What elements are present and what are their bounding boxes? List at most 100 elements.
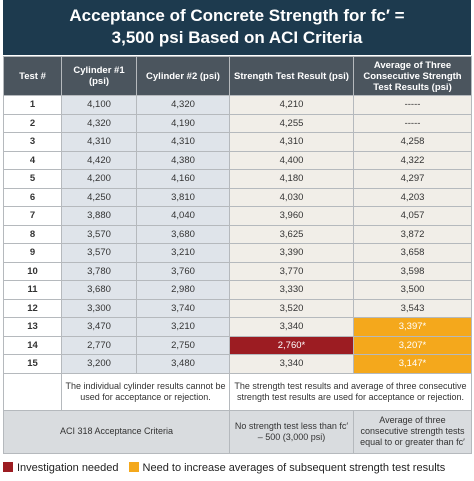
table-cell: 4,100 [61, 95, 137, 115]
table-cell: 3,470 [61, 317, 137, 337]
test-number: 1 [3, 95, 62, 115]
table-cell: 3,520 [229, 298, 354, 318]
table-cell: 3,680 [136, 224, 230, 244]
criteria-row: ACI 318 Acceptance Criteria No strength … [3, 409, 472, 454]
test-number: 10 [3, 261, 62, 281]
highlighted-cell: 3,147* [353, 354, 472, 374]
table-row: 3 4,310 4,310 4,310 4,258 [3, 132, 472, 152]
table-cell: 3,625 [229, 224, 354, 244]
table-cell: 3,500 [353, 280, 472, 300]
table-cell: 3,570 [61, 224, 137, 244]
table-cell: 4,320 [61, 113, 137, 133]
test-number: 13 [3, 317, 62, 337]
table-cell: 4,420 [61, 150, 137, 170]
test-number: 12 [3, 298, 62, 318]
table-cell: 3,390 [229, 243, 354, 263]
table-cell: 4,057 [353, 206, 472, 226]
table-cell: 3,598 [353, 261, 472, 281]
table-row: 11 3,680 2,980 3,330 3,500 [3, 280, 472, 300]
table-cell: 4,310 [229, 132, 354, 152]
header-cell: Average of Three Consecutive Strength Te… [353, 56, 472, 96]
table-cell: 4,297 [353, 169, 472, 189]
table-cell: 3,480 [136, 354, 230, 374]
table-cell: 4,380 [136, 150, 230, 170]
test-number: 2 [3, 113, 62, 133]
table-cell: 4,400 [229, 150, 354, 170]
criteria-label: ACI 318 Acceptance Criteria [3, 409, 230, 454]
header-cell: Cylinder #2 (psi) [136, 56, 230, 96]
table-cell: 3,960 [229, 206, 354, 226]
empty-cell [3, 372, 62, 411]
table-cell: 3,200 [61, 354, 137, 374]
table-row: 6 4,250 3,810 4,030 4,203 [3, 187, 472, 207]
table-cell: 4,322 [353, 150, 472, 170]
test-number: 14 [3, 335, 62, 355]
table-row: 1 4,100 4,320 4,210 ----- [3, 95, 472, 115]
table-row: 10 3,780 3,760 3,770 3,598 [3, 261, 472, 281]
header-cell: Test # [3, 56, 62, 96]
table-row: 14 2,770 2,750 2,760* 3,207* [3, 335, 472, 355]
table-cell: 4,030 [229, 187, 354, 207]
table-cell: 4,190 [136, 113, 230, 133]
table-row: 2 4,320 4,190 4,255 ----- [3, 113, 472, 133]
table-row: 5 4,200 4,160 4,180 4,297 [3, 169, 472, 189]
legend: Investigation needed Need to increase ave… [3, 462, 473, 474]
title-line: Acceptance of Concrete Strength for fc′ … [69, 6, 405, 25]
table-cell: 4,320 [136, 95, 230, 115]
table: Test # Cylinder #1 (psi) Cylinder #2 (ps… [3, 56, 472, 454]
test-number: 15 [3, 354, 62, 374]
table-cell: 3,570 [61, 243, 137, 263]
test-number: 11 [3, 280, 62, 300]
legend-item: Investigation needed [3, 462, 119, 474]
table-cell: 2,750 [136, 335, 230, 355]
test-number: 6 [3, 187, 62, 207]
title-line: 3,500 psi Based on ACI Criteria [111, 28, 363, 47]
note: The individual cylinder results cannot b… [61, 372, 230, 411]
highlighted-cell: 3,397* [353, 317, 472, 337]
table-cell: 3,543 [353, 298, 472, 318]
test-number: 8 [3, 224, 62, 244]
highlighted-cell: 3,207* [353, 335, 472, 355]
table-row: 8 3,570 3,680 3,625 3,872 [3, 224, 472, 244]
table-row: 12 3,300 3,740 3,520 3,543 [3, 298, 472, 318]
table-row: 15 3,200 3,480 3,340 3,147* [3, 354, 472, 374]
test-number: 5 [3, 169, 62, 189]
table-cell: 4,210 [229, 95, 354, 115]
table-cell: ----- [353, 113, 472, 133]
table-cell: 3,740 [136, 298, 230, 318]
table-row: 7 3,880 4,040 3,960 4,057 [3, 206, 472, 226]
table-cell: 4,203 [353, 187, 472, 207]
title: Acceptance of Concrete Strength for fc′ … [3, 0, 471, 55]
table-cell: 4,200 [61, 169, 137, 189]
table-cell: 3,872 [353, 224, 472, 244]
header-cell: Cylinder #1 (psi) [61, 56, 137, 96]
table-cell: 3,810 [136, 187, 230, 207]
table-cell: 4,160 [136, 169, 230, 189]
legend-swatch [3, 462, 13, 472]
table-cell: 3,780 [61, 261, 137, 281]
table-cell: 3,880 [61, 206, 137, 226]
table-body: 1 4,100 4,320 4,210 ----- 2 4,320 4,190 4,255 ---… [3, 95, 472, 374]
table-row: 4 4,420 4,380 4,400 4,322 [3, 150, 472, 170]
table-cell: 4,250 [61, 187, 137, 207]
test-number: 4 [3, 150, 62, 170]
table-cell: 4,255 [229, 113, 354, 133]
table-row: 13 3,470 3,210 3,340 3,397* [3, 317, 472, 337]
table-cell: 3,658 [353, 243, 472, 263]
table-cell: ----- [353, 95, 472, 115]
header-cell: Strength Test Result (psi) [229, 56, 354, 96]
legend-item: Need to increase averages of subsequent … [128, 462, 446, 474]
table-cell: 2,770 [61, 335, 137, 355]
criteria-cell: Average of three consecutive strength te… [353, 409, 472, 454]
test-number: 3 [3, 132, 62, 152]
test-number: 9 [3, 243, 62, 263]
table-cell: 2,980 [136, 280, 230, 300]
legend-label: Investigation needed [17, 462, 119, 474]
table-cell: 3,770 [229, 261, 354, 281]
legend-label: Need to increase averages of subsequent … [142, 462, 446, 474]
header-row: Test # Cylinder #1 (psi) Cylinder #2 (ps… [3, 56, 472, 96]
table-cell: 3,210 [136, 243, 230, 263]
table-cell: 3,340 [229, 317, 354, 337]
table-row: 9 3,570 3,210 3,390 3,658 [3, 243, 472, 263]
